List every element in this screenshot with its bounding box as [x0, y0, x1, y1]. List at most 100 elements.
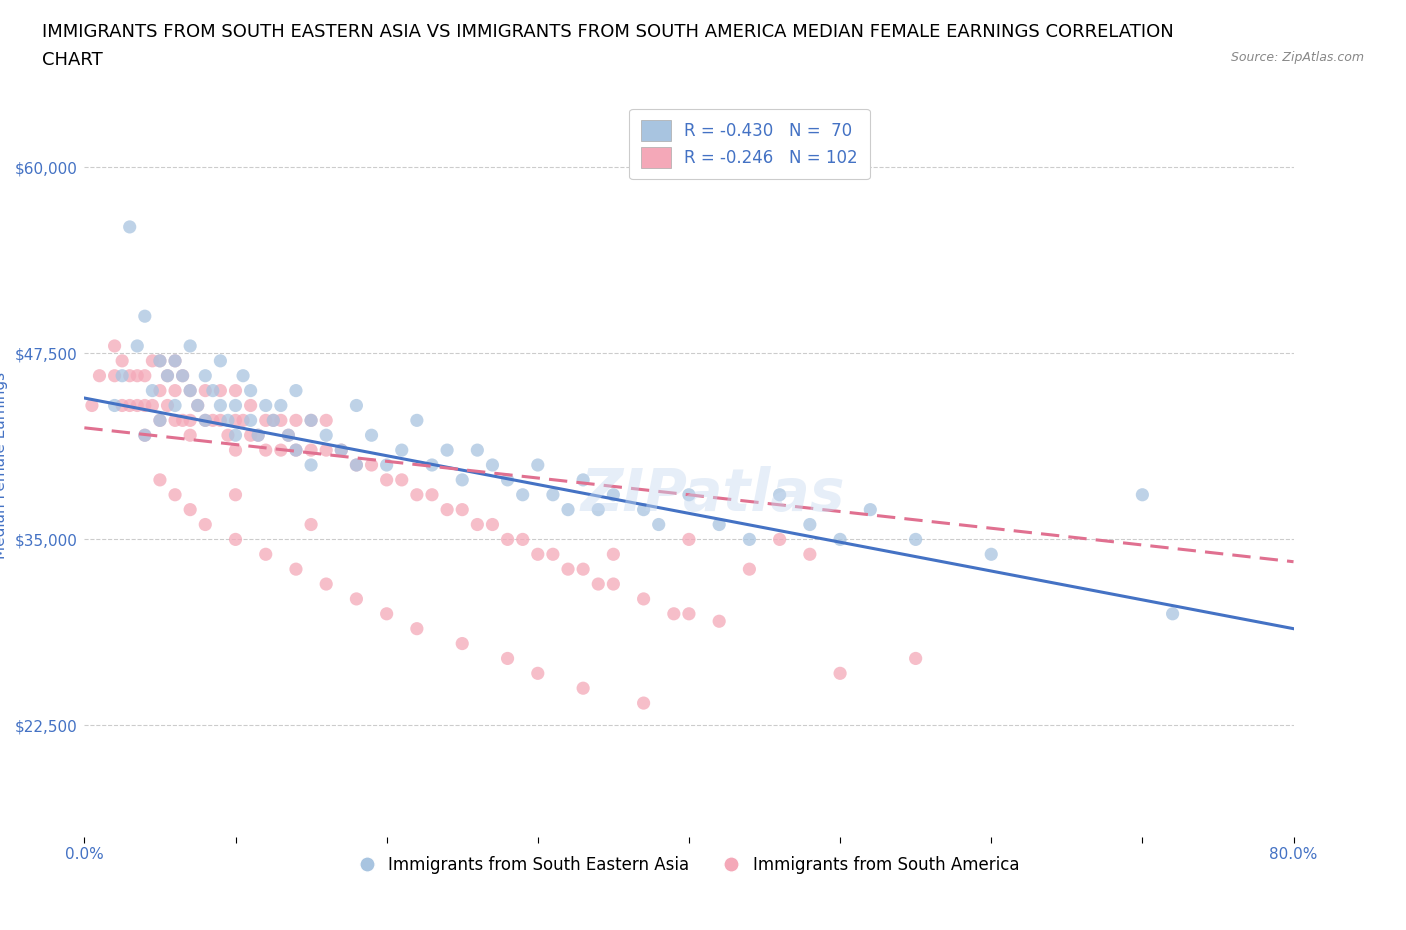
Point — [904, 532, 927, 547]
Point — [141, 353, 163, 368]
Point — [285, 443, 308, 458]
Point — [111, 353, 134, 368]
Point — [481, 517, 503, 532]
Point — [375, 472, 398, 487]
Point — [194, 413, 217, 428]
Point — [165, 383, 187, 398]
Point — [262, 413, 284, 428]
Point — [134, 398, 156, 413]
Point — [156, 398, 179, 413]
Point — [194, 383, 217, 398]
Point — [80, 398, 103, 413]
Point — [134, 428, 156, 443]
Point — [104, 368, 127, 383]
Point — [201, 413, 224, 428]
Point — [602, 547, 624, 562]
Point — [557, 562, 579, 577]
Point — [467, 443, 489, 458]
Point — [201, 383, 224, 398]
Point — [179, 428, 201, 443]
Point — [165, 413, 187, 428]
Point — [709, 614, 731, 629]
Point — [209, 398, 232, 413]
Point — [330, 443, 353, 458]
Point — [165, 353, 187, 368]
Point — [572, 472, 595, 487]
Text: Source: ZipAtlas.com: Source: ZipAtlas.com — [1230, 51, 1364, 64]
Y-axis label: Median Female Earnings: Median Female Earnings — [0, 371, 7, 559]
Legend: Immigrants from South Eastern Asia, Immigrants from South America: Immigrants from South Eastern Asia, Immi… — [352, 849, 1026, 881]
Point — [375, 606, 398, 621]
Point — [111, 368, 134, 383]
Point — [633, 696, 655, 711]
Point — [156, 368, 179, 383]
Point — [980, 547, 1002, 562]
Point — [769, 487, 792, 502]
Point — [239, 398, 262, 413]
Point — [254, 413, 277, 428]
Text: IMMIGRANTS FROM SOUTH EASTERN ASIA VS IMMIGRANTS FROM SOUTH AMERICA MEDIAN FEMAL: IMMIGRANTS FROM SOUTH EASTERN ASIA VS IM… — [42, 23, 1174, 41]
Point — [299, 413, 322, 428]
Point — [209, 353, 232, 368]
Point — [512, 487, 534, 502]
Point — [315, 577, 337, 591]
Point — [179, 383, 201, 398]
Point — [149, 353, 172, 368]
Point — [436, 443, 458, 458]
Point — [738, 562, 761, 577]
Point — [299, 458, 322, 472]
Point — [277, 428, 299, 443]
Point — [527, 666, 550, 681]
Point — [648, 517, 671, 532]
Point — [225, 443, 247, 458]
Point — [346, 398, 368, 413]
Point — [141, 398, 163, 413]
Point — [481, 458, 503, 472]
Point — [217, 428, 239, 443]
Point — [375, 458, 398, 472]
Point — [104, 398, 127, 413]
Point — [467, 517, 489, 532]
Point — [239, 428, 262, 443]
Point — [194, 368, 217, 383]
Point — [346, 591, 368, 606]
Point — [602, 577, 624, 591]
Point — [709, 517, 731, 532]
Point — [451, 502, 474, 517]
Point — [149, 353, 172, 368]
Point — [111, 398, 134, 413]
Point — [172, 413, 194, 428]
Point — [678, 532, 700, 547]
Point — [588, 502, 610, 517]
Point — [270, 413, 292, 428]
Point — [904, 651, 927, 666]
Point — [179, 339, 201, 353]
Point — [451, 472, 474, 487]
Point — [1130, 487, 1153, 502]
Point — [391, 443, 413, 458]
Point — [104, 339, 127, 353]
Point — [134, 368, 156, 383]
Point — [239, 413, 262, 428]
Point — [420, 458, 443, 472]
Point — [299, 517, 322, 532]
Point — [89, 368, 111, 383]
Point — [156, 368, 179, 383]
Point — [141, 383, 163, 398]
Point — [127, 368, 149, 383]
Point — [285, 562, 308, 577]
Point — [225, 428, 247, 443]
Point — [662, 606, 685, 621]
Point — [527, 547, 550, 562]
Point — [406, 621, 429, 636]
Point — [572, 562, 595, 577]
Point — [247, 428, 270, 443]
Point — [239, 383, 262, 398]
Point — [179, 502, 201, 517]
Point — [496, 532, 519, 547]
Point — [277, 428, 299, 443]
Point — [172, 368, 194, 383]
Point — [187, 398, 209, 413]
Point — [527, 458, 550, 472]
Point — [1161, 606, 1184, 621]
